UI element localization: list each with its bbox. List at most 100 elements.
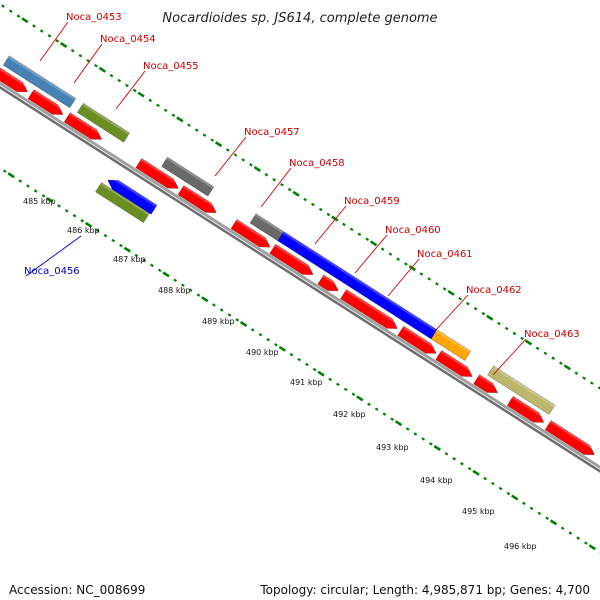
tick-mark: [18, 179, 23, 183]
gene-feature[interactable]: [95, 182, 150, 223]
tick-mark: [94, 63, 98, 68]
cds-feature[interactable]: [544, 420, 598, 459]
tick-mark: [483, 476, 488, 481]
tick-mark: [582, 376, 586, 380]
tick-mark: [433, 445, 441, 451]
tick-mark: [369, 240, 378, 247]
tick-mark: [7, 172, 15, 179]
tick-mark: [163, 108, 168, 113]
tick-mark: [506, 491, 511, 496]
genome-title: Nocardioides sp. JS614, complete genome: [162, 11, 437, 26]
tick-mark: [253, 165, 261, 172]
cds-feature[interactable]: [269, 243, 317, 279]
gene-label-noca-0454[interactable]: Noca_0454: [100, 34, 156, 45]
cds-feature[interactable]: [397, 325, 440, 358]
tick-mark: [419, 272, 424, 276]
gene-label-noca-0457[interactable]: Noca_0457: [244, 127, 300, 138]
scale-label: 488 kbp: [158, 286, 191, 295]
tick-mark: [427, 277, 432, 281]
tick-mark: [447, 289, 455, 296]
tick-mark: [55, 39, 60, 43]
cds-feature[interactable]: [473, 374, 501, 398]
gene-feature[interactable]: [161, 156, 215, 197]
gene-label-noca-0458[interactable]: Noca_0458: [289, 158, 345, 169]
label-leader-line: [387, 258, 420, 297]
cds-feature[interactable]: [27, 89, 66, 119]
scale-label: 485 kbp: [23, 197, 56, 206]
tick-mark: [458, 297, 463, 301]
tick-mark: [390, 417, 395, 421]
tick-mark: [227, 313, 232, 317]
tick-mark: [123, 246, 132, 253]
tick-mark: [109, 73, 114, 78]
gene-feature[interactable]: [249, 213, 285, 242]
gene-label-noca-0456[interactable]: Noca_0456: [24, 266, 80, 277]
tick-mark: [305, 362, 309, 367]
tick-mark: [1, 4, 5, 8]
tick-mark: [202, 133, 207, 137]
gene-label-noca-0460[interactable]: Noca_0460: [385, 225, 441, 236]
tick-mark: [356, 395, 364, 402]
tick-mark: [367, 402, 371, 406]
tick-mark: [292, 190, 300, 197]
tick-mark: [278, 345, 286, 352]
gene-feature[interactable]: [277, 231, 438, 340]
tick-mark: [98, 66, 107, 73]
tick-mark: [365, 237, 370, 241]
tick-mark: [549, 519, 558, 526]
tick-mark: [39, 29, 44, 33]
gene-label-noca-0463[interactable]: Noca_0463: [524, 329, 580, 340]
tick-mark: [64, 209, 69, 213]
gene-feature[interactable]: [487, 365, 556, 415]
gene-label-noca-0462[interactable]: Noca_0462: [466, 285, 522, 296]
scale-label: 493 kbp: [376, 443, 409, 452]
gene-feature[interactable]: [76, 102, 131, 143]
tick-mark: [272, 178, 277, 182]
tick-mark: [142, 258, 147, 263]
tick-mark: [520, 336, 524, 341]
tick-mark: [188, 288, 193, 292]
cds-feature[interactable]: [340, 289, 401, 333]
tick-mark: [173, 278, 178, 282]
tick-mark: [382, 412, 387, 416]
gene-label-noca-0461[interactable]: Noca_0461: [417, 249, 473, 260]
tick-mark: [21, 17, 29, 24]
tick-mark: [421, 437, 426, 441]
gene-labels: Noca_0453 Noca_0454 Noca_0455 Noca_0456 Noca…: [24, 12, 580, 376]
tick-mark: [47, 34, 52, 38]
tick-mark: [472, 469, 480, 476]
cds-feature[interactable]: [63, 112, 105, 144]
tick-mark: [156, 103, 160, 108]
tick-mark: [289, 352, 294, 357]
tick-mark: [33, 189, 38, 193]
label-leader-line: [354, 234, 388, 274]
cds-feature[interactable]: [135, 158, 182, 193]
cds-feature[interactable]: [506, 395, 547, 427]
tick-mark: [187, 123, 191, 127]
tick-mark: [576, 536, 580, 540]
tick-mark: [70, 49, 75, 53]
tick-mark: [239, 321, 248, 327]
cds-feature[interactable]: [435, 349, 476, 381]
cds-feature[interactable]: [317, 274, 342, 296]
cds-feature[interactable]: [0, 65, 31, 96]
gene-feature[interactable]: [2, 55, 77, 109]
tick-mark: [504, 326, 509, 331]
cds-feature[interactable]: [230, 218, 274, 251]
tick-mark: [574, 371, 579, 375]
tick-mark: [405, 427, 410, 431]
tick-mark: [467, 466, 472, 471]
tick-mark: [219, 308, 224, 312]
tick-mark: [303, 197, 308, 202]
gene-label-noca-0455[interactable]: Noca_0455: [143, 61, 199, 72]
tick-mark: [212, 303, 216, 307]
gene-feature[interactable]: [105, 175, 158, 215]
tick-mark: [181, 283, 185, 287]
tick-mark: [80, 218, 85, 223]
cds-feature[interactable]: [177, 185, 220, 217]
gene-label-noca-0459[interactable]: Noca_0459: [344, 196, 400, 207]
tick-mark: [473, 306, 478, 311]
tick-mark: [137, 91, 145, 98]
gene-label-noca-0453[interactable]: Noca_0453: [66, 12, 122, 23]
gene-feature[interactable]: [430, 329, 472, 361]
